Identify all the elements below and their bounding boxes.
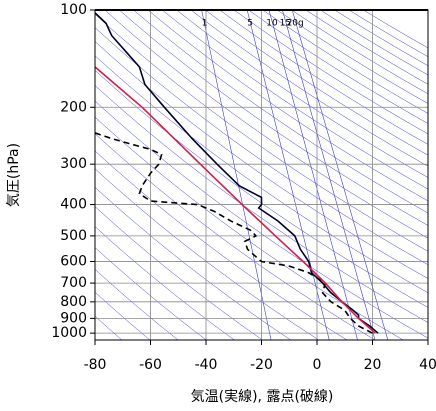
mixing-ratio-label: 15: [280, 19, 291, 29]
dry-adiabat: [119, 10, 428, 226]
mixing-ratio-line: [268, 10, 358, 340]
x-tick-label: -80: [84, 357, 107, 373]
dry-adiabat: [95, 206, 263, 340]
dry-adiabat: [190, 10, 428, 167]
profiles: [95, 12, 379, 334]
dry-adiabat: [95, 133, 376, 340]
dry-adiabat: [348, 10, 428, 58]
dry-adiabat: [262, 10, 428, 114]
y-tick-label: 500: [60, 228, 87, 244]
dry-adiabat: [95, 150, 348, 340]
x-tick-label: -40: [195, 357, 218, 373]
y-tick-label: 300: [60, 156, 87, 172]
y-tick-label: 900: [60, 310, 87, 326]
profile-line: [95, 12, 379, 334]
y-axis-label: 気圧(hPa): [6, 143, 22, 207]
profile-line: [95, 132, 373, 334]
dry-adiabat: [147, 10, 428, 202]
dry-adiabat: [95, 226, 235, 340]
mixing-ratio-label: 10: [266, 19, 278, 29]
dry-adiabat: [133, 10, 428, 214]
dry-adiabat: [95, 186, 291, 340]
mixing-ratio-label: 5: [247, 19, 253, 29]
mixing-ratio-line: [246, 10, 330, 340]
dry-adiabat: [95, 268, 179, 340]
dry-adiabat: [205, 10, 428, 156]
dry-adiabat: [95, 291, 151, 340]
mixing-ratio-label: 1: [202, 19, 208, 29]
background-lines: [95, 10, 428, 340]
x-tick-label: 40: [419, 357, 436, 373]
x-tick-label: 20: [364, 357, 382, 373]
dry-adiabat: [95, 168, 319, 340]
y-tick-label: 100: [60, 2, 87, 18]
dry-adiabat: [95, 116, 404, 340]
dry-adiabat: [95, 27, 428, 266]
dry-adiabat: [95, 41, 428, 279]
y-tick-label: 600: [60, 253, 87, 269]
dry-adiabat: [95, 69, 428, 308]
x-tick-label: 0: [313, 357, 322, 373]
dry-adiabat: [162, 10, 428, 190]
dry-adiabat: [233, 10, 428, 135]
dry-adiabat: [219, 10, 428, 145]
dry-adiabat: [95, 247, 207, 340]
mixing-ratio-label: 20g: [287, 19, 304, 29]
y-tick-label: 800: [60, 294, 87, 310]
x-tick-label: -60: [139, 357, 162, 373]
dry-adiabat: [95, 315, 122, 340]
mixing-ratio-line: [291, 10, 389, 340]
y-tick-label: 400: [60, 197, 87, 213]
mixing-ratio-line: [282, 10, 376, 340]
profile-line: [95, 66, 376, 334]
mixing-ratio-line: [201, 10, 272, 340]
dry-adiabat: [248, 10, 428, 124]
x-axis-label: 気温(実線), 露点(破線): [191, 389, 334, 405]
dry-adiabat: [305, 10, 428, 85]
y-tick-label: 700: [60, 275, 87, 291]
dry-adiabat: [363, 10, 428, 49]
x-tick-label: -20: [250, 357, 273, 373]
dry-adiabat: [176, 10, 428, 178]
dry-adiabat: [104, 10, 428, 239]
dry-adiabat: [95, 55, 428, 294]
dry-adiabat: [277, 10, 428, 104]
dry-adiabat: [95, 13, 428, 252]
y-tick-label: 200: [60, 99, 87, 115]
dry-adiabat: [95, 100, 428, 339]
y-tick-label: 1000: [51, 325, 87, 341]
